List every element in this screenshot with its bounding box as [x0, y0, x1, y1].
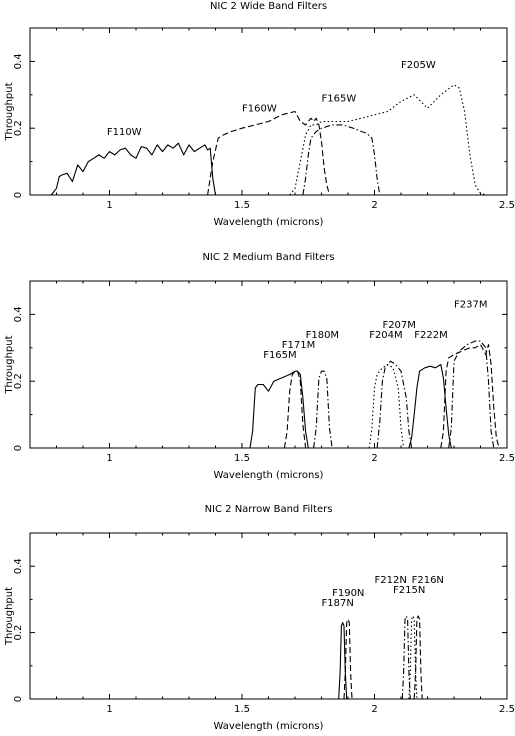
y-tick-label: 0.4 [13, 53, 24, 69]
y-axis-label: Throughput [4, 335, 15, 394]
x-tick-label: 1 [106, 453, 112, 464]
x-tick-label: 2.5 [499, 453, 515, 464]
series-line-f205w [289, 84, 486, 196]
x-tick-label: 2 [371, 704, 377, 715]
x-axis-label: Wavelength (microns) [214, 217, 324, 228]
y-tick-label: 0 [13, 192, 24, 198]
series-line-f160w [207, 110, 331, 196]
series-label: F190N [332, 588, 364, 599]
x-tick-label: 1.5 [234, 453, 250, 464]
x-axis-label: Wavelength (microns) [214, 470, 324, 481]
series-line-f171m [283, 370, 307, 449]
series-line-f212n [401, 615, 411, 700]
series-label: F237M [454, 300, 487, 311]
chart-title: NIC 2 Wide Band Filters [210, 1, 327, 12]
x-tick-label: 1.5 [234, 200, 250, 211]
x-tick-label: 1 [106, 704, 112, 715]
chart-panel-3: NIC 2 Narrow Band Filters 1 1.5 2 2.5 0 0.2 0.4… [4, 504, 515, 732]
series-line-f190n [343, 618, 353, 700]
series-line-f222m [408, 363, 452, 449]
plot-frame [29, 280, 508, 449]
x-tick-label: 2 [371, 453, 377, 464]
y-axis-label: Throughput [4, 587, 15, 646]
series-label: F216N [412, 575, 444, 586]
chart-panel-1: NIC 2 Wide Band Filters 1 1.5 2 2.5 0 0.2 0.4 Wa… [4, 1, 515, 228]
series-line-f204m [368, 363, 405, 449]
series-line-f187n [338, 622, 348, 700]
series-label: F205W [401, 60, 436, 71]
y-tick-label: 0.2 [13, 373, 24, 389]
series-label: F160W [242, 104, 277, 115]
series-label: F204M [369, 330, 402, 341]
series-label: F171M [282, 340, 315, 351]
x-tick-label: 2 [371, 200, 377, 211]
series-label: F180M [306, 330, 339, 341]
series-line-f165m [249, 370, 309, 449]
x-axis-label: Wavelength (microns) [214, 721, 324, 732]
series-label: F165M [263, 350, 296, 361]
series-label: F215N [393, 585, 425, 596]
series-line-f165w [302, 124, 381, 196]
series-line-f180m [313, 370, 333, 449]
series-line-f110w [50, 142, 217, 196]
chart-title: NIC 2 Narrow Band Filters [205, 504, 333, 515]
series-line-f237m [440, 343, 500, 449]
x-tick-label: 1 [106, 200, 112, 211]
x-tick-label: 2.5 [499, 704, 515, 715]
series-label: F212N [375, 575, 407, 586]
series-label: F207M [382, 320, 415, 331]
series-line-f216n [413, 615, 423, 700]
series-label: F187N [322, 598, 354, 609]
series-label: F110W [107, 127, 142, 138]
y-tick-label: 0 [13, 696, 24, 702]
x-tick-label: 2.5 [499, 200, 515, 211]
series-label: F165W [322, 93, 357, 104]
y-axis-label: Throughput [4, 82, 15, 141]
y-tick-label: 0.2 [13, 120, 24, 136]
plot-frame [29, 532, 508, 700]
chart-panel-2: NIC 2 Medium Band Filters 1 1.5 2 2.5 0 0.2 0.4… [4, 252, 515, 481]
y-tick-label: 0 [13, 445, 24, 451]
chart-title: NIC 2 Medium Band Filters [202, 252, 334, 263]
series-label: F222M [414, 330, 447, 341]
y-tick-label: 0.4 [13, 558, 24, 574]
y-tick-label: 0.4 [13, 306, 24, 322]
y-tick-label: 0.2 [13, 625, 24, 641]
series-line-f207m [376, 360, 413, 449]
series-line-unlabeled [448, 340, 495, 449]
x-tick-label: 1.5 [234, 704, 250, 715]
